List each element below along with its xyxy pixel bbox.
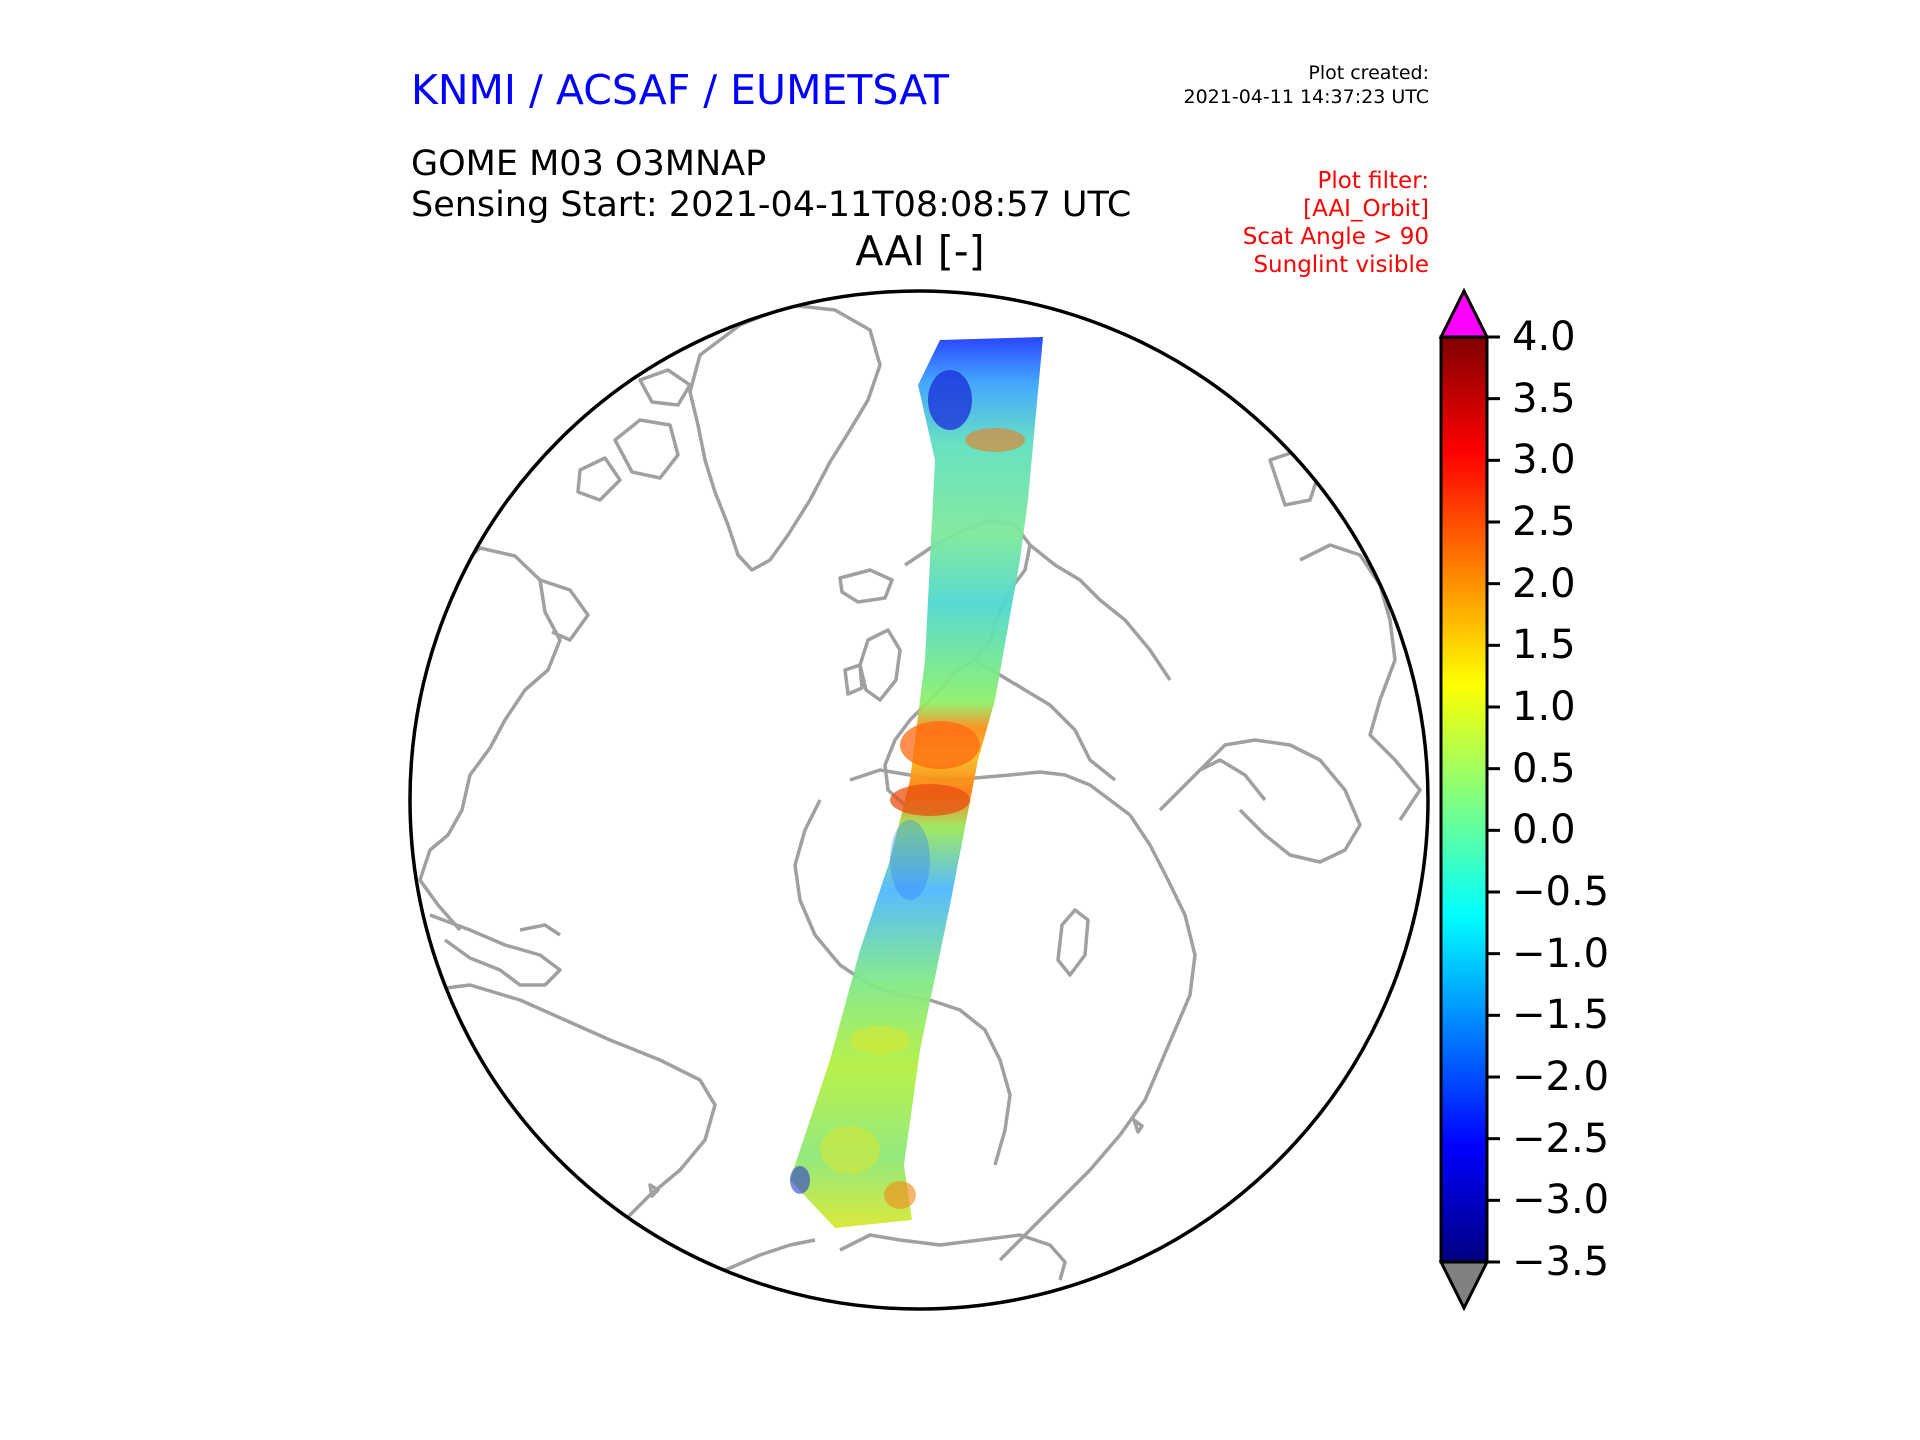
plot-created-value: 2021-04-11 14:37:23 UTC (1183, 86, 1430, 108)
colorbar-tick-label: −3.5 (1512, 1239, 1610, 1285)
plot-filter-label: Plot filter: (1317, 168, 1429, 194)
british-isles-coastline (858, 628, 902, 702)
colorbar-ticks (1487, 335, 1500, 1264)
colorbar (1438, 287, 1500, 1312)
colorbar-tick-label: −3.0 (1512, 1177, 1610, 1224)
colorbar-tick-label: 2.5 (1512, 499, 1576, 545)
south-america-coastline (429, 983, 717, 1309)
product-title: GOME M03 O3MNAP (411, 144, 767, 184)
colorbar-tick-label: 1.5 (1512, 622, 1576, 669)
greenland-coastline (688, 303, 882, 572)
organisation-title: KNMI / ACSAF / EUMETSAT (411, 66, 950, 114)
antarctica-coastline (839, 1233, 1067, 1281)
arabia-coastline (1198, 738, 1362, 864)
variable-title: AAI [-] (855, 227, 985, 275)
asia-coastline (1299, 543, 1422, 821)
aai-swath (790, 337, 1043, 1228)
sensing-start: Sensing Start: 2021-04-11T08:08:57 UTC (411, 185, 1132, 225)
colorbar-under-arrow (1438, 1260, 1490, 1312)
colorbar-tick-label: 0.0 (1512, 807, 1576, 854)
colorbar-tick-label: −1.5 (1512, 992, 1610, 1039)
coastlines (418, 291, 1422, 1309)
colorbar-gradient (1439, 335, 1489, 1264)
arctic-islands-coastline (613, 418, 680, 480)
colorbar-tick-label: 2.0 (1512, 560, 1576, 607)
colorbar-tick-label: −2.0 (1512, 1054, 1610, 1100)
globe-outline (408, 289, 1430, 1311)
plot-filter-scat-angle: Scat Angle > 90 (1242, 224, 1429, 250)
colorbar-tick-label: −2.5 (1512, 1115, 1610, 1162)
plot-filter-sunglint: Sunglint visible (1253, 252, 1429, 278)
colorbar-tick-label: 4.0 (1512, 314, 1576, 360)
colorbar-tick-label: 3.5 (1512, 375, 1576, 422)
colorbar-tick-label: 1.0 (1512, 684, 1576, 730)
north-africa-coastline (849, 768, 1132, 817)
north-america-coastline (418, 546, 562, 932)
africa-coastline (998, 814, 1197, 1262)
madagascar-coastline (1056, 908, 1090, 977)
colorbar-tick-label: −0.5 (1512, 869, 1610, 915)
colorbar-tick-label: −1.0 (1512, 930, 1610, 977)
colorbar-tick-label: 0.5 (1512, 745, 1576, 792)
colorbar-over-arrow (1438, 287, 1490, 339)
swath-features (790, 370, 1025, 1209)
colorbar-tick-label: 3.0 (1512, 437, 1576, 484)
iceland-coastline (838, 568, 894, 604)
plot-created-label: Plot created: (1308, 62, 1429, 84)
plot-filter-name: [AAI_Orbit] (1303, 196, 1429, 222)
